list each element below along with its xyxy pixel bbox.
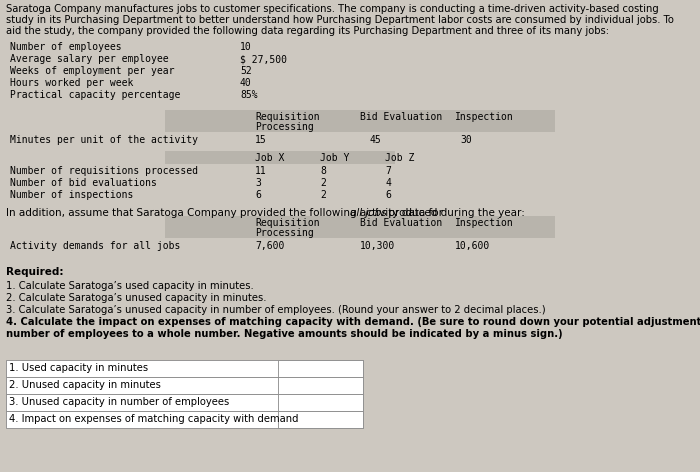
Text: produced during the year:: produced during the year: (385, 208, 525, 218)
Text: 30: 30 (460, 135, 472, 145)
Text: 45: 45 (370, 135, 382, 145)
Text: Processing: Processing (255, 228, 314, 238)
Text: 11: 11 (255, 166, 267, 176)
Text: 6: 6 (385, 190, 391, 200)
Text: Bid Evaluation: Bid Evaluation (360, 218, 442, 228)
Text: 3. Unused capacity in number of employees: 3. Unused capacity in number of employee… (9, 397, 230, 407)
Text: Inspection: Inspection (455, 112, 514, 122)
Text: aid the study, the company provided the following data regarding its Purchasing : aid the study, the company provided the … (6, 26, 609, 36)
Text: Number of inspections: Number of inspections (10, 190, 134, 200)
Text: 4. Calculate the impact on expenses of matching capacity with demand. (Be sure t: 4. Calculate the impact on expenses of m… (6, 317, 700, 327)
Text: Processing: Processing (255, 122, 314, 132)
Text: study in its Purchasing Department to better understand how Purchasing Departmen: study in its Purchasing Department to be… (6, 15, 674, 25)
Text: 7,600: 7,600 (255, 241, 284, 251)
FancyBboxPatch shape (278, 377, 363, 394)
Text: 85%: 85% (240, 90, 258, 100)
Text: Hours worked per week: Hours worked per week (10, 78, 134, 88)
Text: 1. Calculate Saratoga’s used capacity in minutes.: 1. Calculate Saratoga’s used capacity in… (6, 281, 253, 291)
Text: 2: 2 (320, 178, 326, 188)
Text: Required:: Required: (6, 267, 64, 277)
FancyBboxPatch shape (165, 110, 555, 132)
FancyBboxPatch shape (6, 377, 363, 394)
Text: Number of bid evaluations: Number of bid evaluations (10, 178, 157, 188)
Text: Average salary per employee: Average salary per employee (10, 54, 169, 64)
Text: $ 27,500: $ 27,500 (240, 54, 287, 64)
Text: Inspection: Inspection (455, 218, 514, 228)
FancyBboxPatch shape (278, 394, 363, 411)
Text: 7: 7 (385, 166, 391, 176)
Text: 40: 40 (240, 78, 252, 88)
Text: 8: 8 (320, 166, 326, 176)
Text: Practical capacity percentage: Practical capacity percentage (10, 90, 181, 100)
Text: 3: 3 (255, 178, 261, 188)
Text: Requisition: Requisition (255, 218, 320, 228)
Text: Saratoga Company manufactures jobs to customer specifications. The company is co: Saratoga Company manufactures jobs to cu… (6, 4, 659, 14)
Text: number of employees to a whole number. Negative amounts should be indicated by a: number of employees to a whole number. N… (6, 329, 563, 339)
Text: all jobs: all jobs (351, 208, 387, 218)
FancyBboxPatch shape (6, 394, 363, 411)
Text: Requisition: Requisition (255, 112, 320, 122)
Text: 10,600: 10,600 (455, 241, 490, 251)
Text: In addition, assume that Saratoga Company provided the following activity data f: In addition, assume that Saratoga Compan… (6, 208, 447, 218)
Text: 4: 4 (385, 178, 391, 188)
Text: 3. Calculate Saratoga’s unused capacity in number of employees. (Round your answ: 3. Calculate Saratoga’s unused capacity … (6, 305, 545, 315)
Text: Minutes per unit of the activity: Minutes per unit of the activity (10, 135, 198, 145)
Text: Job Y: Job Y (320, 153, 349, 163)
Text: Job X: Job X (255, 153, 284, 163)
Text: 2: 2 (320, 190, 326, 200)
FancyBboxPatch shape (278, 411, 363, 428)
Text: 2. Calculate Saratoga’s unused capacity in minutes.: 2. Calculate Saratoga’s unused capacity … (6, 293, 267, 303)
Text: Activity demands for all jobs: Activity demands for all jobs (10, 241, 181, 251)
FancyBboxPatch shape (165, 151, 395, 164)
Text: 15: 15 (255, 135, 267, 145)
Text: Job Z: Job Z (385, 153, 414, 163)
FancyBboxPatch shape (6, 360, 363, 377)
Text: 1. Used capacity in minutes: 1. Used capacity in minutes (9, 363, 148, 373)
Text: Number of employees: Number of employees (10, 42, 122, 52)
Text: 2. Unused capacity in minutes: 2. Unused capacity in minutes (9, 380, 161, 390)
Text: Weeks of employment per year: Weeks of employment per year (10, 66, 174, 76)
Text: Bid Evaluation: Bid Evaluation (360, 112, 442, 122)
Text: 10: 10 (240, 42, 252, 52)
FancyBboxPatch shape (165, 216, 555, 238)
FancyBboxPatch shape (278, 360, 363, 377)
Text: 6: 6 (255, 190, 261, 200)
Text: Number of requisitions processed: Number of requisitions processed (10, 166, 198, 176)
Text: 52: 52 (240, 66, 252, 76)
Text: 10,300: 10,300 (360, 241, 395, 251)
FancyBboxPatch shape (6, 411, 363, 428)
Text: 4. Impact on expenses of matching capacity with demand: 4. Impact on expenses of matching capaci… (9, 414, 298, 424)
